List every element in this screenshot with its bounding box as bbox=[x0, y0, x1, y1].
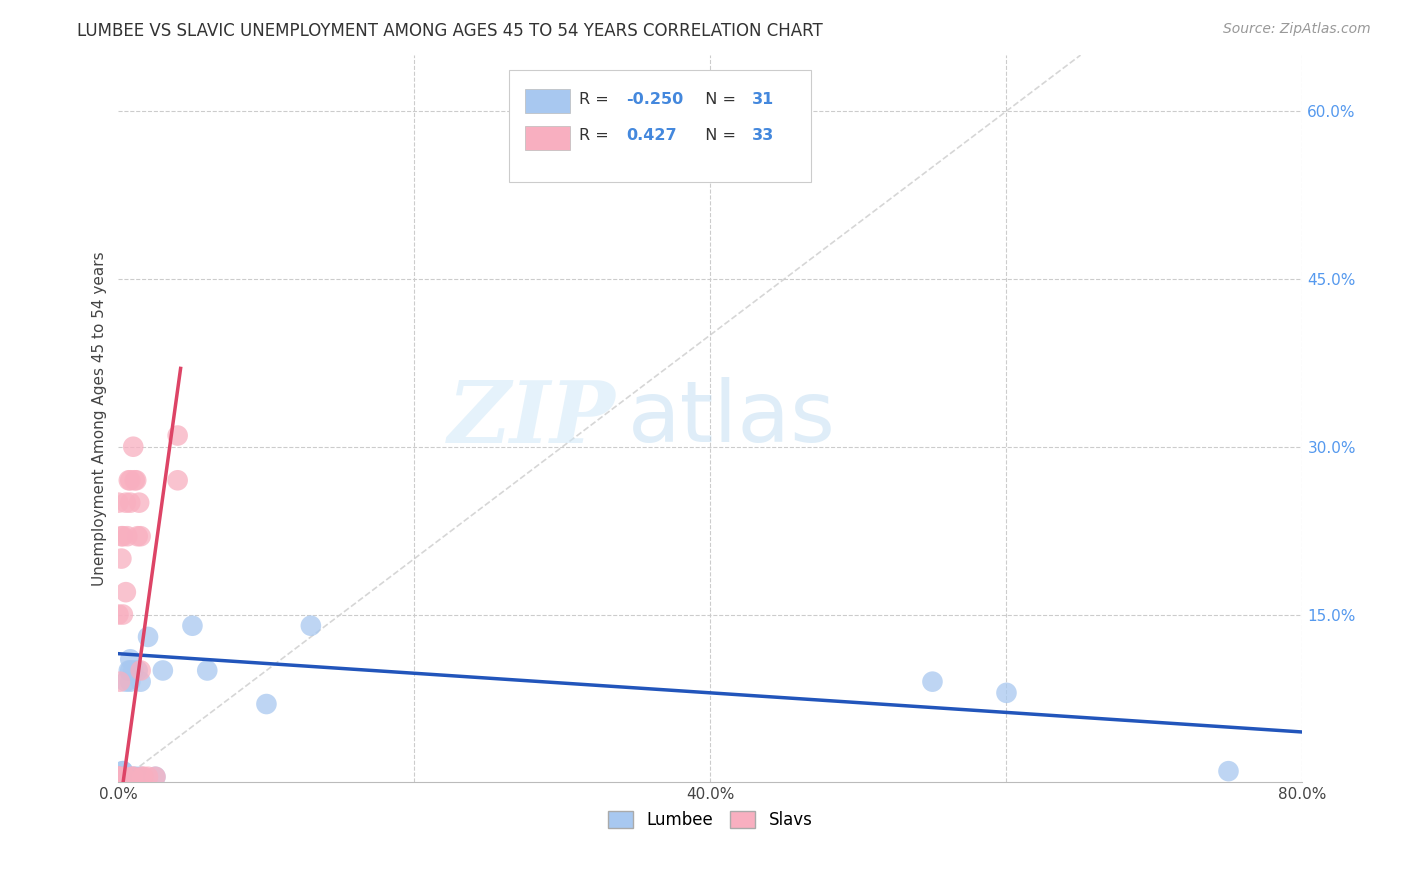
Text: 0.427: 0.427 bbox=[627, 128, 678, 144]
Point bbox=[107, 770, 129, 784]
Point bbox=[136, 630, 159, 644]
Point bbox=[117, 529, 139, 543]
Point bbox=[115, 674, 138, 689]
Legend: Lumbee, Slavs: Lumbee, Slavs bbox=[602, 805, 820, 836]
Text: -0.250: -0.250 bbox=[627, 92, 683, 107]
Point bbox=[110, 551, 132, 566]
Point bbox=[166, 428, 188, 442]
Text: 31: 31 bbox=[752, 92, 775, 107]
Point bbox=[111, 607, 134, 622]
Point bbox=[115, 585, 138, 599]
Point bbox=[127, 529, 149, 543]
Point bbox=[110, 529, 132, 543]
Point bbox=[132, 770, 155, 784]
Point bbox=[195, 664, 218, 678]
Point bbox=[122, 770, 145, 784]
Text: ZIP: ZIP bbox=[449, 377, 616, 460]
Point bbox=[107, 770, 129, 784]
Text: Source: ZipAtlas.com: Source: ZipAtlas.com bbox=[1223, 22, 1371, 37]
Point bbox=[111, 529, 134, 543]
Point bbox=[120, 652, 142, 666]
Point bbox=[122, 440, 145, 454]
Point bbox=[299, 618, 322, 632]
Point bbox=[921, 674, 943, 689]
Point bbox=[107, 770, 129, 784]
Point bbox=[152, 664, 174, 678]
Point bbox=[127, 664, 149, 678]
Point bbox=[145, 770, 167, 784]
Point bbox=[122, 664, 145, 678]
Point bbox=[124, 473, 146, 487]
Text: LUMBEE VS SLAVIC UNEMPLOYMENT AMONG AGES 45 TO 54 YEARS CORRELATION CHART: LUMBEE VS SLAVIC UNEMPLOYMENT AMONG AGES… bbox=[77, 22, 823, 40]
Point bbox=[128, 496, 150, 510]
Text: N =: N = bbox=[695, 128, 741, 144]
Point bbox=[166, 473, 188, 487]
Point bbox=[122, 770, 145, 784]
Point bbox=[120, 664, 142, 678]
FancyBboxPatch shape bbox=[524, 126, 569, 150]
Point bbox=[107, 607, 129, 622]
Point bbox=[125, 770, 148, 784]
Point bbox=[107, 770, 129, 784]
Text: N =: N = bbox=[695, 92, 741, 107]
Point bbox=[108, 674, 131, 689]
Text: R =: R = bbox=[579, 128, 614, 144]
FancyBboxPatch shape bbox=[524, 89, 569, 113]
Point bbox=[110, 770, 132, 784]
Point bbox=[120, 473, 142, 487]
Point bbox=[995, 686, 1018, 700]
Point bbox=[118, 473, 141, 487]
Point bbox=[107, 770, 129, 784]
Point bbox=[107, 770, 129, 784]
Point bbox=[1218, 764, 1240, 779]
Point bbox=[115, 496, 138, 510]
Point bbox=[120, 674, 142, 689]
Text: atlas: atlas bbox=[627, 377, 835, 460]
Point bbox=[136, 770, 159, 784]
FancyBboxPatch shape bbox=[509, 70, 811, 182]
Point bbox=[129, 674, 152, 689]
Point bbox=[111, 764, 134, 779]
Point bbox=[181, 618, 204, 632]
Point bbox=[131, 770, 153, 784]
Point bbox=[120, 496, 142, 510]
Point bbox=[145, 770, 167, 784]
Point bbox=[108, 770, 131, 784]
Point bbox=[110, 770, 132, 784]
Point bbox=[129, 664, 152, 678]
Point bbox=[256, 697, 278, 711]
Point bbox=[115, 770, 138, 784]
Text: 33: 33 bbox=[752, 128, 775, 144]
Point bbox=[118, 770, 141, 784]
Text: R =: R = bbox=[579, 92, 614, 107]
Point bbox=[129, 529, 152, 543]
Point bbox=[111, 764, 134, 779]
Point bbox=[107, 770, 129, 784]
Point bbox=[121, 770, 143, 784]
Point bbox=[125, 473, 148, 487]
Y-axis label: Unemployment Among Ages 45 to 54 years: Unemployment Among Ages 45 to 54 years bbox=[93, 252, 107, 586]
Point bbox=[129, 770, 152, 784]
Point bbox=[118, 664, 141, 678]
Point bbox=[115, 770, 138, 784]
Point bbox=[107, 496, 129, 510]
Point bbox=[112, 770, 135, 784]
